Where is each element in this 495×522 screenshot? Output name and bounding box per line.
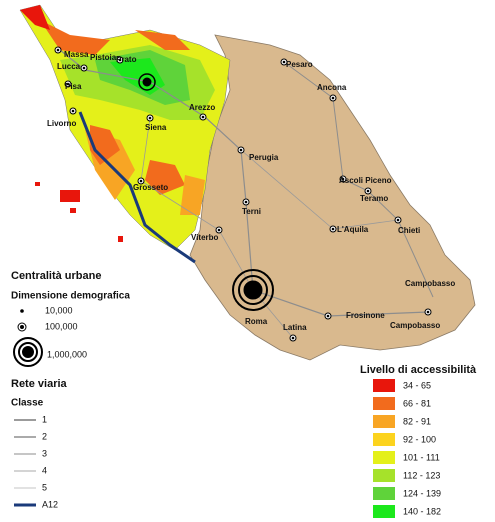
legend-label: 82 - 91	[403, 416, 431, 426]
legend-symbol	[13, 337, 43, 367]
city-label: Roma	[245, 317, 268, 326]
city-dot	[139, 179, 143, 183]
island	[70, 208, 76, 213]
city-label: Grosseto	[133, 183, 168, 192]
city-dot	[82, 66, 86, 70]
legend-swatch	[373, 469, 395, 482]
city-label: Latina	[283, 323, 307, 332]
city-dot	[396, 218, 400, 222]
accessibility-zone	[40, 20, 110, 55]
city-label: Terni	[242, 207, 261, 216]
city-label: Campobasso	[390, 321, 440, 330]
island	[35, 182, 40, 186]
legend-title: Livello di accessibilità	[360, 364, 477, 376]
legend-title: Rete viaria	[11, 378, 68, 390]
legend-label: A12	[42, 499, 58, 509]
legend-label: 112 - 123	[403, 470, 440, 480]
road	[283, 61, 434, 298]
island	[118, 236, 123, 242]
legend-label: 5	[42, 482, 47, 492]
legend-label: 3	[42, 448, 47, 458]
legend-label: 92 - 100	[403, 434, 436, 444]
road-a12	[78, 111, 196, 264]
legend-label: 140 - 182	[403, 506, 441, 516]
city-dot	[201, 115, 205, 119]
accessibility-zone	[180, 175, 205, 215]
legend-swatch	[373, 433, 395, 446]
city-dot	[71, 109, 75, 113]
city-label: Perugia	[249, 153, 279, 162]
city-dot	[118, 58, 122, 62]
city-dot	[331, 227, 335, 231]
legend-symbol	[20, 325, 24, 329]
city-label: Viterbo	[191, 233, 219, 242]
legend-symbol	[17, 322, 27, 332]
accessibility-zone	[110, 58, 165, 95]
legend-label: 101 - 111	[403, 452, 440, 462]
city-label: L'Aquila	[337, 225, 369, 234]
city-label: Pisa	[65, 82, 82, 91]
legend-swatch	[373, 487, 395, 500]
city-label: Chieti	[398, 226, 420, 235]
city-dot	[239, 148, 243, 152]
legend-swatch	[373, 451, 395, 464]
legend-label: 4	[42, 465, 47, 475]
city-dot	[366, 189, 370, 193]
city-label: Campobasso	[405, 279, 455, 288]
city-dot	[331, 96, 335, 100]
urban-circle	[138, 73, 274, 311]
city-dot	[148, 116, 152, 120]
city-dot	[244, 200, 248, 204]
legend-swatch	[373, 505, 395, 518]
legend-swatch	[373, 397, 395, 410]
legend-label: 2	[42, 431, 47, 441]
city-label: Pesaro	[286, 60, 313, 69]
island	[60, 190, 80, 202]
legend-swatch	[373, 415, 395, 428]
legend-swatch	[373, 379, 395, 392]
city-label: Siena	[145, 123, 167, 132]
city-dot	[341, 177, 345, 181]
city-label: Lucca	[57, 62, 81, 71]
city-label: Ancona	[317, 83, 347, 92]
city-label: Prato	[116, 55, 137, 64]
accessibility-zone	[20, 5, 50, 30]
accessibility-zone	[145, 160, 185, 195]
city-dot	[217, 228, 221, 232]
city-dot	[326, 314, 330, 318]
legend-label: 10,000	[45, 305, 73, 315]
accessibility-zone	[90, 125, 120, 165]
city-label: Pistoia	[90, 53, 117, 62]
accessibility-zone	[135, 30, 190, 50]
legend-label: 66 - 81	[403, 398, 431, 408]
city-dot	[291, 336, 295, 340]
city-label: Teramo	[360, 194, 388, 203]
city-label: Arezzo	[189, 103, 215, 112]
legend-label: 1	[42, 414, 47, 424]
city-label: Frosinone	[346, 311, 385, 320]
city-dot	[66, 82, 70, 86]
legend-label: 34 - 65	[403, 380, 431, 390]
legend-title: Centralità urbane	[11, 270, 101, 282]
city-dot	[56, 48, 60, 52]
legend-subtitle: Classe	[11, 398, 44, 409]
city-dot	[426, 310, 430, 314]
legend-subtitle: Dimensione demografica	[11, 291, 130, 302]
legend-symbol	[20, 309, 24, 313]
legend-label: 100,000	[45, 321, 78, 331]
legend-label: 1,000,000	[47, 349, 87, 359]
city-label: Ascoli Piceno	[339, 176, 392, 185]
city-dot	[282, 60, 286, 64]
legend-label: 124 - 139	[403, 488, 441, 498]
city-label: Livorno	[47, 119, 76, 128]
city-label: Massa	[64, 50, 89, 59]
